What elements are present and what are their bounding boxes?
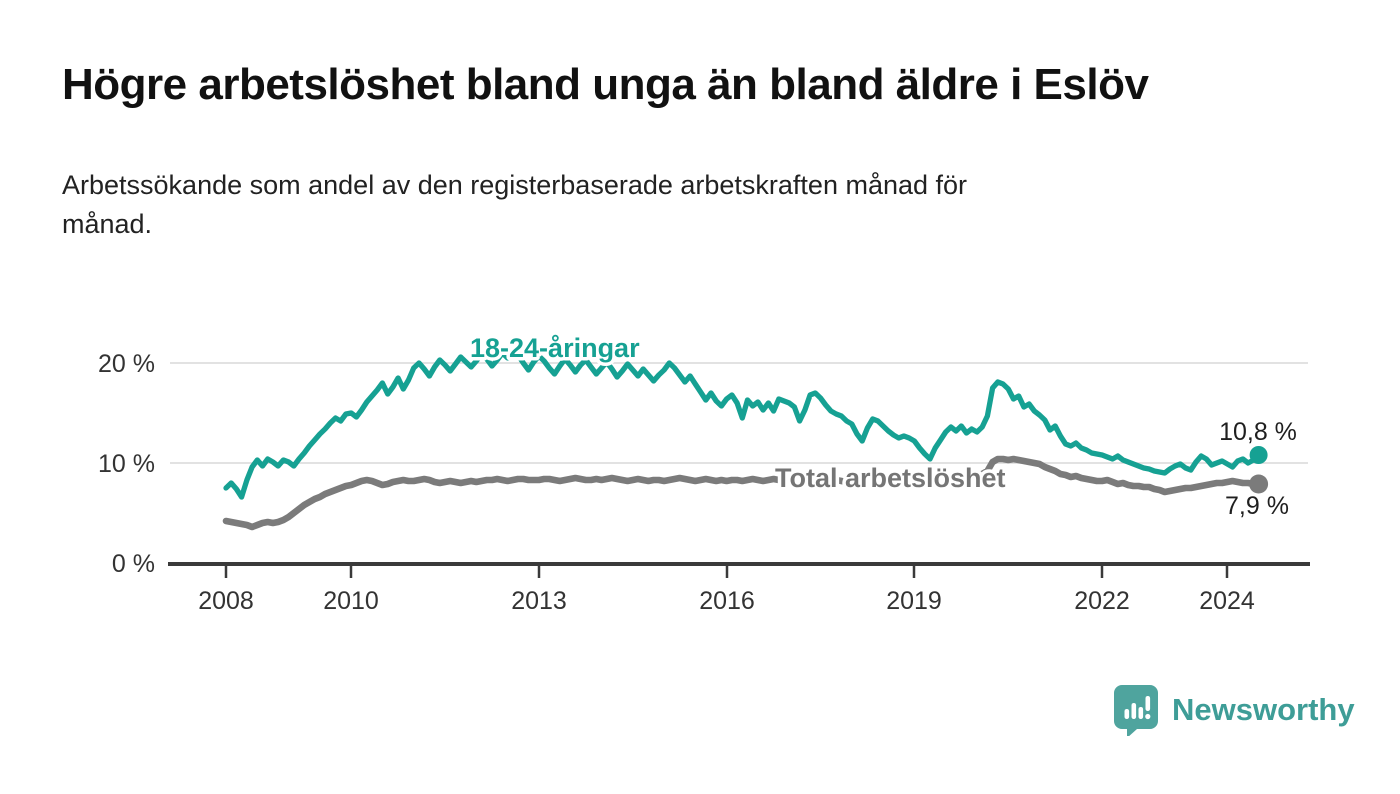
- x-label-2013: 2013: [511, 587, 567, 615]
- gridlines: [170, 362, 1308, 464]
- x-label-2010: 2010: [323, 587, 379, 615]
- chart-subtitle: Arbetssökande som andel av den registerb…: [62, 166, 1262, 244]
- chart-subtitle-line1: Arbetssökande som andel av den registerb…: [62, 170, 968, 200]
- x-label-2019: 2019: [886, 587, 942, 615]
- end-value-label-total: 7,9 %: [1225, 492, 1289, 520]
- y-axis-labels: 20 % 10 % 0 %: [98, 350, 155, 578]
- series-lines: [222, 345, 1269, 531]
- y-label-10: 10 %: [98, 450, 155, 478]
- series-label-total: Total arbetslöshet: [775, 463, 1006, 493]
- end-dot-young: [1249, 446, 1268, 464]
- brand-name: Newsworthy: [1172, 692, 1355, 727]
- x-axis-ticks: [224, 566, 1229, 578]
- x-axis-labels: 2008 2010 2013 2016 2019 2022 2024: [198, 587, 1255, 615]
- x-label-2022: 2022: [1074, 587, 1130, 615]
- end-dot-total: [1249, 474, 1269, 494]
- brand-logo: Newsworthy: [1113, 684, 1355, 736]
- series-label-young: 18-24-åringar: [470, 333, 640, 363]
- x-label-2016: 2016: [699, 587, 755, 615]
- chart-title: Högre arbetslöshet bland unga än bland ä…: [62, 60, 1149, 109]
- y-label-20: 20 %: [98, 350, 155, 378]
- y-label-0: 0 %: [112, 550, 155, 578]
- x-label-2024: 2024: [1199, 587, 1255, 615]
- series-line-total: [222, 455, 1262, 531]
- series-line-young: [223, 345, 1262, 500]
- chart-subtitle-line2: månad.: [62, 209, 153, 240]
- newsworthy-logo-icon: [1114, 685, 1158, 736]
- end-value-label-young: 10,8 %: [1219, 418, 1297, 446]
- x-label-2008: 2008: [198, 587, 254, 615]
